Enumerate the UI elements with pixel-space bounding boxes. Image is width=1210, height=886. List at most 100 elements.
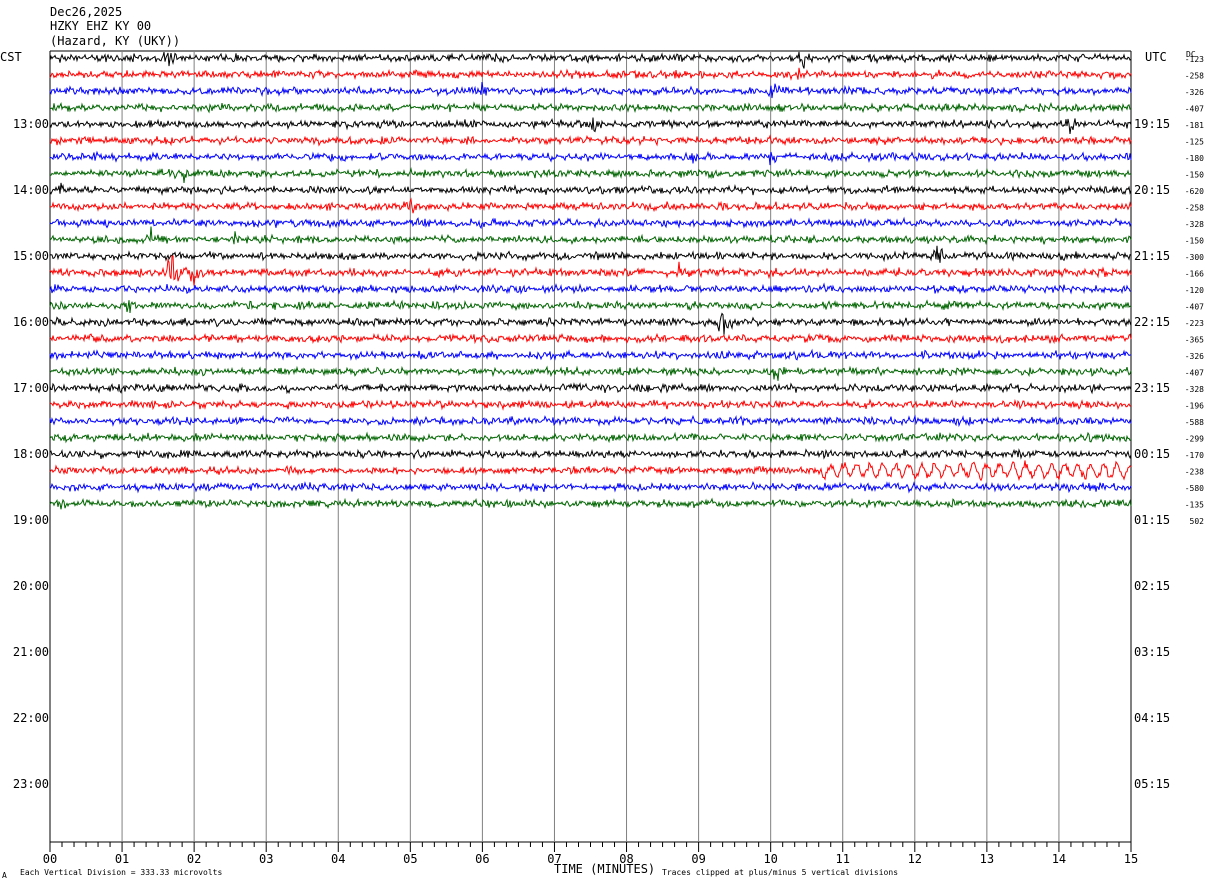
cst-hour-label: 21:00 — [13, 645, 49, 659]
scale-note: Each Vertical Division = 333.33 microvol… — [20, 868, 222, 877]
dc-offset-value: -166 — [1185, 270, 1204, 279]
seismic-trace — [49, 226, 1132, 246]
dc-offset-value: 502 — [1190, 517, 1205, 526]
seismic-trace — [49, 448, 1132, 460]
x-tick-label: 12 — [908, 852, 922, 866]
minute-gridlines — [121, 51, 1060, 842]
cst-hour-label: 18:00 — [13, 447, 49, 461]
x-tick-label: 08 — [619, 852, 633, 866]
seismic-trace — [49, 382, 1132, 395]
dc-offset-value: -620 — [1185, 187, 1204, 196]
dc-offset-value: -328 — [1185, 385, 1204, 394]
dc-offset-value: -181 — [1185, 121, 1204, 130]
seismic-trace — [49, 216, 1132, 230]
seismic-trace — [49, 312, 1132, 335]
dc-offset-value: -120 — [1185, 286, 1204, 295]
cst-hour-label: 23:00 — [13, 777, 49, 791]
dc-offset-value: -150 — [1185, 237, 1204, 246]
header-location: (Hazard, KY (UKY)) — [50, 34, 180, 48]
seismic-trace — [49, 67, 1132, 81]
dc-offset-value: -407 — [1185, 105, 1204, 114]
seismic-trace — [49, 497, 1132, 510]
utc-hour-label: 20:15 — [1134, 183, 1170, 197]
dc-offset-value: -258 — [1185, 72, 1204, 81]
dc-offset-value: -326 — [1185, 88, 1204, 97]
x-axis: 00 01 02 03 04 05 06 07 08 09 10 11 12 13 14 15 — [43, 842, 1138, 866]
dc-offset-value: -365 — [1185, 336, 1204, 345]
seismic-trace — [49, 398, 1132, 411]
cst-hour-label: 19:00 — [13, 513, 49, 527]
x-tick-label: 11 — [836, 852, 850, 866]
dc-offset-value: -196 — [1185, 402, 1204, 411]
utc-hour-label: 03:15 — [1134, 645, 1170, 659]
dc-offset-value: -223 — [1185, 319, 1204, 328]
left-axis-label: CST — [0, 50, 22, 64]
seismic-trace — [49, 245, 1132, 263]
seismic-trace — [49, 481, 1132, 494]
seismic-trace — [49, 117, 1132, 134]
cst-hour-labels: 13:00 14:00 15:00 16:00 17:00 18:00 19:00 20:00… — [13, 117, 49, 791]
seismic-trace — [49, 101, 1132, 114]
cst-hour-label: 17:00 — [13, 381, 49, 395]
corner-mark: A — [2, 871, 7, 880]
utc-hour-label: 22:15 — [1134, 315, 1170, 329]
utc-hour-label: 05:15 — [1134, 777, 1170, 791]
utc-hour-label: 02:15 — [1134, 579, 1170, 593]
cst-hour-label: 22:00 — [13, 711, 49, 725]
x-tick-label: 09 — [691, 852, 705, 866]
dc-offset-value: -588 — [1185, 418, 1204, 427]
dc-offset-value: -238 — [1185, 468, 1204, 477]
clip-note: Traces clipped at plus/minus 5 vertical … — [662, 868, 898, 877]
utc-hour-label: 00:15 — [1134, 447, 1170, 461]
dc-offset-value: -123 — [1185, 55, 1204, 64]
dc-offset-value: -299 — [1185, 435, 1204, 444]
seismic-trace — [50, 150, 1132, 166]
cst-hour-label: 16:00 — [13, 315, 49, 329]
seismic-trace — [49, 51, 1132, 69]
seismic-trace — [49, 348, 1131, 361]
seismic-trace — [49, 414, 1132, 428]
seismic-trace — [49, 431, 1132, 444]
cst-hour-label: 20:00 — [13, 579, 49, 593]
dc-offset-value: -326 — [1185, 352, 1204, 361]
seismic-trace — [49, 182, 1132, 197]
utc-hour-label: 21:15 — [1134, 249, 1170, 263]
seismic-trace — [49, 282, 1132, 295]
header-date: Dec26,2025 — [50, 5, 122, 19]
dc-offset-value: -150 — [1185, 171, 1204, 180]
utc-hour-label: 23:15 — [1134, 381, 1170, 395]
header-station: HZKY EHZ KY 00 — [50, 19, 151, 33]
seismic-trace — [49, 197, 1132, 214]
seismic-trace — [49, 134, 1132, 147]
dc-offset-value: -580 — [1185, 484, 1204, 493]
x-tick-label: 14 — [1052, 852, 1066, 866]
dc-offset-value: -328 — [1185, 220, 1204, 229]
dc-offset-value: -135 — [1185, 501, 1204, 510]
seismic-trace — [49, 332, 1132, 345]
dc-label: DC — [1186, 50, 1196, 59]
seismic-trace — [49, 82, 1132, 99]
dc-offset-labels: -123 -258 -326 -407 -181 -125 -180 -150 -620 -258… — [1185, 55, 1204, 526]
seismic-trace — [49, 299, 1132, 313]
dc-offset-value: -407 — [1185, 303, 1204, 312]
x-tick-label: 04 — [331, 852, 345, 866]
utc-hour-label: 04:15 — [1134, 711, 1170, 725]
x-tick-label: 05 — [403, 852, 417, 866]
seismic-trace — [49, 365, 1132, 381]
cst-hour-label: 15:00 — [13, 249, 49, 263]
seismic-traces — [49, 51, 1132, 510]
x-tick-label: 02 — [187, 852, 201, 866]
x-tick-label: 03 — [259, 852, 273, 866]
x-tick-label: 00 — [43, 852, 57, 866]
cst-hour-label: 14:00 — [13, 183, 49, 197]
dc-offset-value: -170 — [1185, 451, 1204, 460]
utc-hour-label: 19:15 — [1134, 117, 1170, 131]
x-tick-label: 06 — [475, 852, 489, 866]
x-axis-title: TIME (MINUTES) — [554, 862, 655, 876]
x-tick-label: 10 — [763, 852, 777, 866]
utc-hour-label: 01:15 — [1134, 513, 1170, 527]
x-tick-label: 15 — [1124, 852, 1138, 866]
seismic-trace — [49, 255, 1132, 286]
seismic-trace — [49, 166, 1132, 184]
dc-offset-value: -258 — [1185, 204, 1204, 213]
